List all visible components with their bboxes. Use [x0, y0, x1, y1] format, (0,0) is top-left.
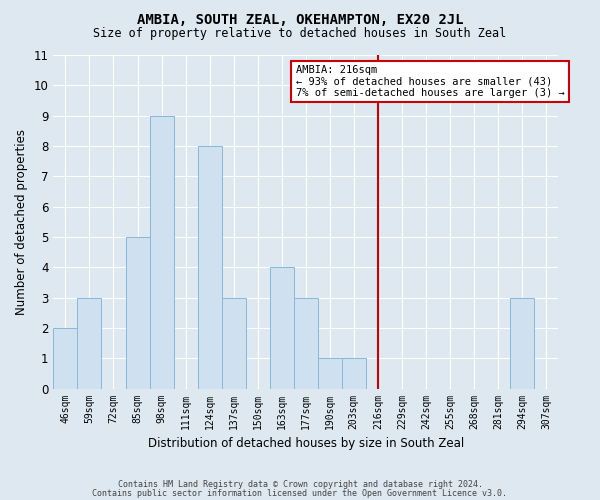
- Bar: [125, 237, 149, 388]
- Bar: [269, 268, 294, 388]
- Text: AMBIA, SOUTH ZEAL, OKEHAMPTON, EX20 2JL: AMBIA, SOUTH ZEAL, OKEHAMPTON, EX20 2JL: [137, 12, 463, 26]
- Bar: [294, 298, 318, 388]
- Text: Contains public sector information licensed under the Open Government Licence v3: Contains public sector information licen…: [92, 489, 508, 498]
- Bar: [149, 116, 173, 388]
- Y-axis label: Number of detached properties: Number of detached properties: [15, 129, 28, 315]
- Bar: [197, 146, 221, 388]
- X-axis label: Distribution of detached houses by size in South Zeal: Distribution of detached houses by size …: [148, 437, 464, 450]
- Bar: [510, 298, 534, 388]
- Text: Contains HM Land Registry data © Crown copyright and database right 2024.: Contains HM Land Registry data © Crown c…: [118, 480, 482, 489]
- Bar: [318, 358, 342, 388]
- Text: Size of property relative to detached houses in South Zeal: Size of property relative to detached ho…: [94, 28, 506, 40]
- Text: AMBIA: 216sqm
← 93% of detached houses are smaller (43)
7% of semi-detached hous: AMBIA: 216sqm ← 93% of detached houses a…: [296, 65, 565, 98]
- Bar: [342, 358, 366, 388]
- Bar: [221, 298, 245, 388]
- Bar: [77, 298, 101, 388]
- Bar: [53, 328, 77, 388]
